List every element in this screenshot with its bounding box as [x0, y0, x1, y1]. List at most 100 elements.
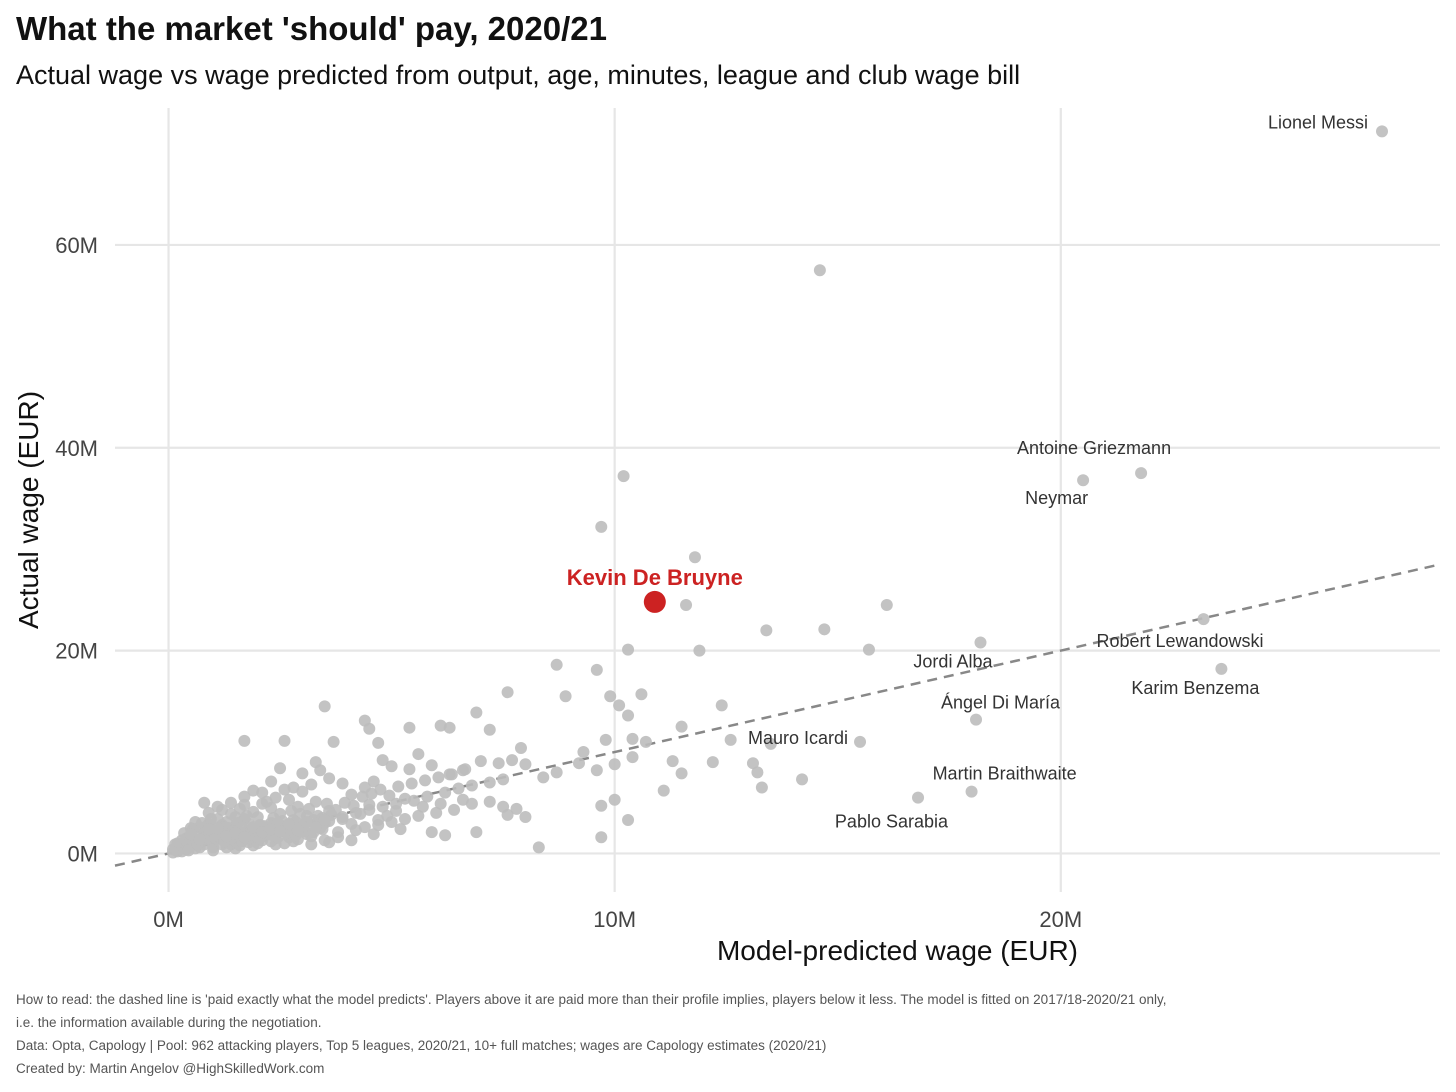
x-tick-label: 0M	[153, 907, 184, 932]
data-point	[363, 722, 376, 735]
data-point	[432, 771, 445, 784]
data-point	[269, 791, 282, 804]
data-point	[318, 700, 331, 713]
data-point	[519, 758, 532, 771]
data-point	[287, 781, 300, 794]
data-point	[550, 766, 563, 779]
data-point	[265, 775, 278, 788]
data-points	[166, 125, 1389, 859]
labeled-data-point	[1215, 662, 1228, 675]
data-point	[550, 658, 563, 671]
x-axis-title: Model-predicted wage (EUR)	[717, 935, 1078, 966]
y-tick-label: 60M	[55, 233, 98, 258]
point-label: Pablo Sarabia	[835, 812, 949, 832]
footer-data-source: Data: Opta, Capology | Pool: 962 attacki…	[16, 1038, 827, 1053]
data-point	[376, 800, 389, 813]
y-tick-label: 0M	[67, 841, 98, 866]
data-point	[693, 644, 706, 657]
y-tick-label: 20M	[55, 639, 98, 664]
data-point	[300, 816, 313, 829]
point-label: Lionel Messi	[1268, 112, 1368, 132]
data-point	[392, 780, 405, 793]
data-point	[590, 764, 603, 777]
data-point	[483, 776, 496, 789]
data-point	[358, 821, 371, 834]
data-point	[345, 818, 358, 831]
data-point	[715, 699, 728, 712]
data-point	[184, 828, 197, 841]
data-point	[376, 754, 389, 767]
data-point	[345, 834, 358, 847]
data-point	[572, 757, 585, 770]
data-point	[282, 818, 295, 831]
data-point	[372, 819, 385, 832]
point-label: Karim Benzema	[1131, 678, 1260, 698]
data-point	[639, 735, 652, 748]
data-point	[416, 800, 429, 813]
data-point	[367, 828, 380, 841]
labeled-data-point	[965, 785, 978, 798]
data-point	[398, 812, 411, 825]
data-point	[363, 803, 376, 816]
data-point	[443, 721, 456, 734]
point-labels: Lionel Messi Antoine Griezmann Neymar Rober…	[567, 112, 1368, 831]
point-label: Robert Lewandowski	[1096, 631, 1263, 651]
data-point	[470, 826, 483, 839]
data-point	[332, 831, 345, 844]
data-point	[296, 785, 309, 798]
data-point	[403, 763, 416, 776]
data-point	[675, 720, 688, 733]
data-point	[265, 823, 278, 836]
data-point	[365, 787, 378, 800]
point-label: Neymar	[1025, 488, 1088, 508]
data-point	[635, 688, 648, 701]
data-point	[247, 784, 260, 797]
data-point	[474, 755, 487, 768]
data-point	[434, 719, 447, 732]
data-point	[492, 757, 505, 770]
labeled-data-point	[970, 713, 983, 726]
data-point	[724, 733, 737, 746]
data-point	[880, 598, 893, 611]
data-point	[497, 773, 510, 786]
y-axis-title: Actual wage (EUR)	[13, 391, 44, 629]
data-point	[238, 798, 251, 811]
data-point	[688, 551, 701, 564]
data-point	[559, 690, 572, 703]
data-point	[419, 774, 432, 787]
data-point	[374, 783, 387, 796]
data-point	[483, 723, 496, 736]
data-point	[405, 777, 418, 790]
data-point	[318, 813, 331, 826]
data-point	[238, 831, 251, 844]
data-point	[796, 773, 809, 786]
data-point	[760, 624, 773, 637]
point-label: Antoine Griezmann	[1017, 438, 1171, 458]
data-point	[452, 782, 465, 795]
labeled-data-point	[1376, 125, 1389, 138]
data-point	[622, 813, 635, 826]
data-point	[193, 833, 206, 846]
data-point	[675, 767, 688, 780]
data-point	[751, 766, 764, 779]
labeled-data-point	[912, 791, 925, 804]
labeled-data-point	[1197, 613, 1210, 626]
data-point	[862, 643, 875, 656]
data-point	[483, 795, 496, 808]
highlight-label: Kevin De Bruyne	[567, 565, 743, 590]
data-point	[746, 757, 759, 770]
data-point	[403, 721, 416, 734]
axes: 0M 10M 20M 0M 20M 40M 60M Model-predicted wage …	[13, 233, 1082, 966]
data-point	[211, 800, 224, 813]
data-point	[439, 786, 452, 799]
data-point	[532, 841, 545, 854]
data-point	[166, 846, 179, 859]
footer-note-line1: How to read: the dashed line is 'paid ex…	[16, 992, 1167, 1007]
data-point	[256, 797, 269, 810]
data-point	[224, 807, 237, 820]
data-point	[336, 777, 349, 790]
data-point	[595, 520, 608, 533]
data-point	[385, 816, 398, 829]
chart-subtitle: Actual wage vs wage predicted from outpu…	[16, 60, 1021, 90]
footer: How to read: the dashed line is 'paid ex…	[16, 988, 1416, 1080]
